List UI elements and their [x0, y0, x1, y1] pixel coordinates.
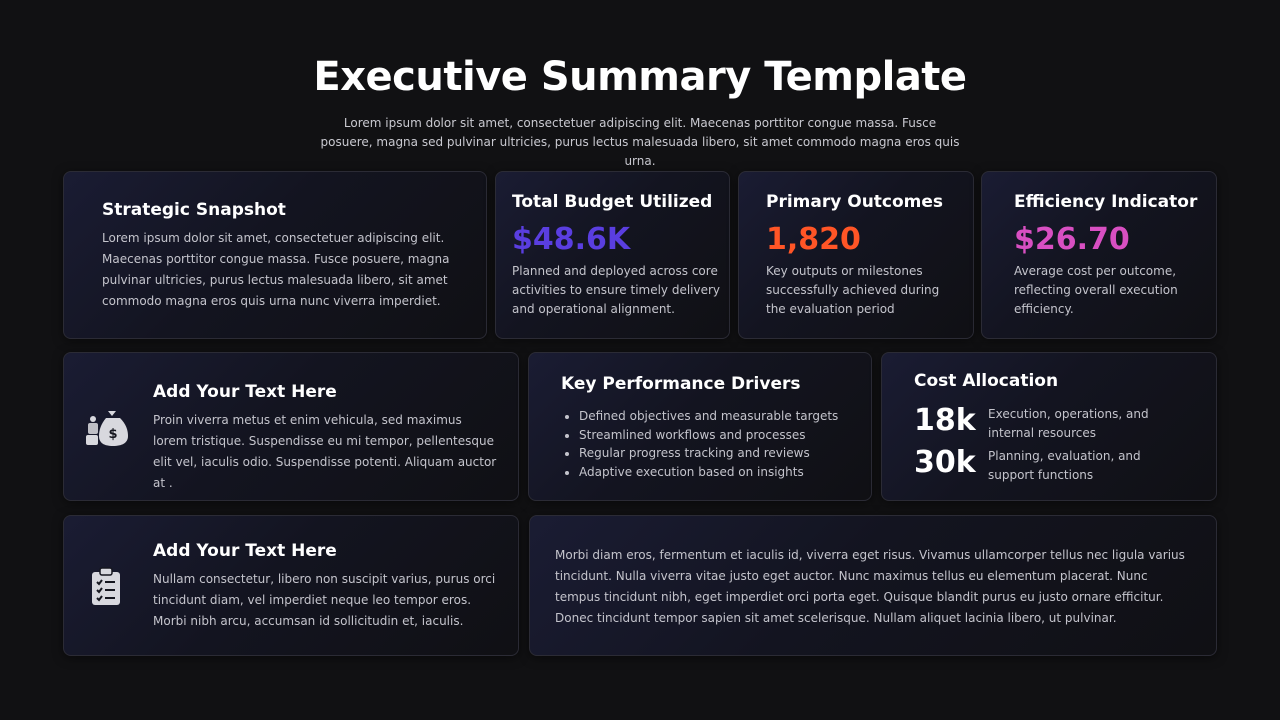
metric-text: Planned and deployed across core activit…	[512, 264, 721, 316]
card-title: Cost Allocation	[914, 371, 1059, 391]
driver-item: Regular progress tracking and reviews	[579, 444, 838, 463]
metric-card: Efficiency Indicator $26.70 Average cost…	[981, 171, 1217, 339]
card-title: Strategic Snapshot	[102, 200, 286, 220]
metric-value: $26.70	[1014, 222, 1130, 257]
note-card: Morbi diam eros, fermentum et iaculis id…	[529, 515, 1217, 656]
money-icon: $	[86, 411, 128, 446]
metric-card: Primary Outcomes 1,820 Key outputs or mi…	[738, 171, 974, 339]
card-text: Proin viverra metus et enim vehicula, se…	[153, 413, 497, 490]
allocation-card: Cost Allocation 18k Execution, operation…	[881, 352, 1217, 501]
metric-value: 1,820	[766, 222, 861, 257]
driver-item: Defined objectives and measurable target…	[579, 407, 838, 426]
drivers-card: Key Performance Drivers Defined objectiv…	[528, 352, 872, 501]
metric-title: Efficiency Indicator	[1014, 192, 1198, 212]
allocation-value: 18k	[914, 403, 976, 438]
metric-title: Primary Outcomes	[766, 192, 944, 212]
card-title: Key Performance Drivers	[561, 374, 801, 394]
title: Executive Summary Template	[313, 54, 967, 100]
subtitle: Lorem ipsum dolor sit amet, consectetuer…	[320, 116, 960, 168]
metric-card: Total Budget Utilized $48.6K Planned and…	[495, 171, 730, 339]
card-title: Add Your Text Here	[153, 382, 337, 402]
driver-list: Defined objectives and measurable target…	[561, 407, 838, 481]
metric-text: Key outputs or milestones successfully a…	[766, 264, 940, 316]
clipboard-icon	[92, 567, 120, 605]
card-text: Nullam consectetur, libero non suscipit …	[153, 572, 496, 628]
svg-text:$: $	[108, 427, 117, 442]
metric-text: Average cost per outcome, reflecting ove…	[1014, 264, 1178, 316]
text-card: $ Add Your Text Here Proin viverra metus…	[63, 352, 519, 501]
snapshot-card: Strategic Snapshot Lorem ipsum dolor sit…	[63, 171, 487, 339]
metric-title: Total Budget Utilized	[512, 192, 713, 212]
text-card: Add Your Text Here Nullam consectetur, l…	[63, 515, 519, 656]
metric-value: $48.6K	[512, 222, 631, 257]
allocation-text: Execution, operations, and internal reso…	[988, 407, 1149, 440]
card-text: Lorem ipsum dolor sit amet, consectetuer…	[102, 231, 450, 308]
driver-item: Adaptive execution based on insights	[579, 463, 838, 482]
card-title: Add Your Text Here	[153, 541, 337, 561]
driver-item: Streamlined workflows and processes	[579, 426, 838, 445]
note-text: Morbi diam eros, fermentum et iaculis id…	[555, 548, 1185, 625]
allocation-value: 30k	[914, 445, 976, 480]
allocation-text: Planning, evaluation, and support functi…	[988, 449, 1141, 482]
